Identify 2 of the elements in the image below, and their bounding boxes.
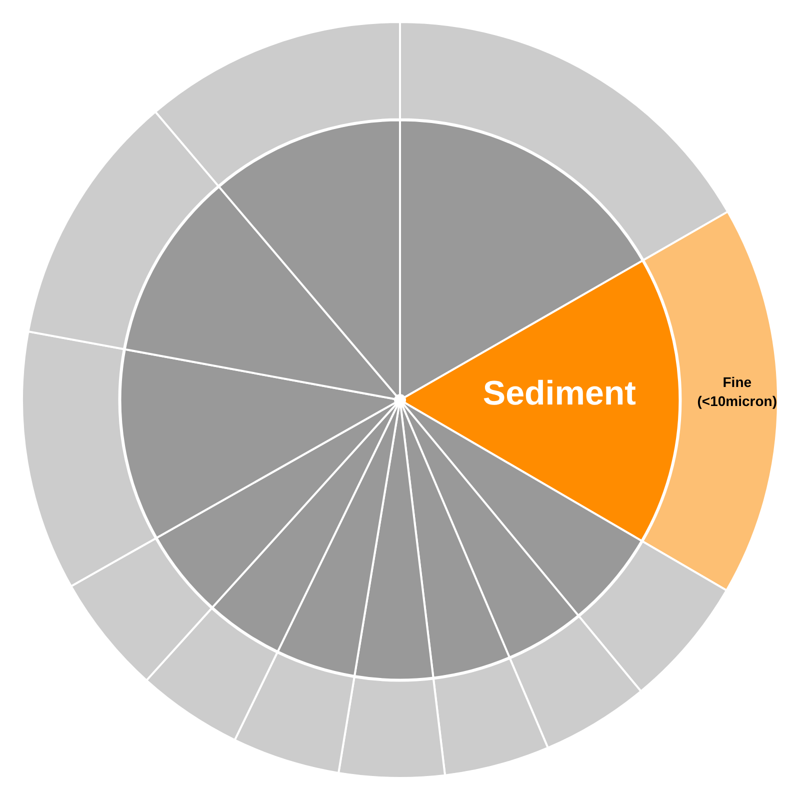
slice-label: Sediment <box>482 374 636 412</box>
data-label: Fine (<10micron) <box>697 374 778 410</box>
